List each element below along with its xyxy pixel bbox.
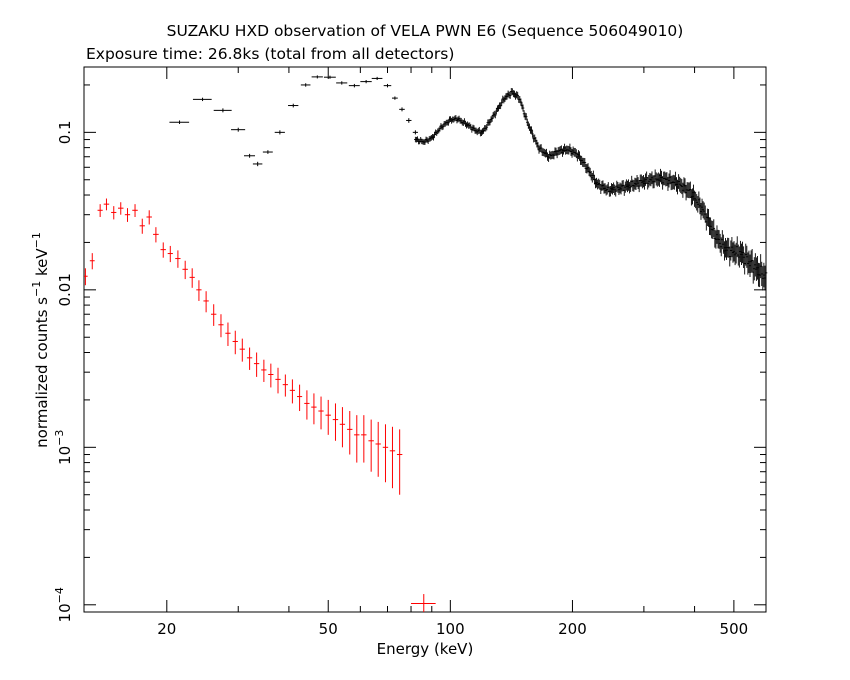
x-tick-label: 100 bbox=[436, 620, 465, 638]
series-red bbox=[84, 198, 436, 612]
x-axis-label: Energy (keV) bbox=[377, 640, 474, 658]
x-axis-ticks: 20 50 100 200 500 bbox=[157, 67, 767, 638]
svg-text:10−4: 10−4 bbox=[53, 587, 74, 622]
y-tick-label: 10−3 bbox=[53, 430, 74, 465]
x-tick-label: 20 bbox=[157, 620, 176, 638]
x-tick-label: 50 bbox=[319, 620, 338, 638]
y-tick-label: 0.1 bbox=[56, 120, 74, 144]
series-black bbox=[169, 75, 418, 167]
svg-text:10−3: 10−3 bbox=[53, 430, 74, 465]
chart-title: SUZAKU HXD observation of VELA PWN E6 (S… bbox=[166, 22, 684, 40]
chart-subtitle: Exposure time: 26.8ks (total from all de… bbox=[86, 45, 455, 63]
x-tick-label: 200 bbox=[558, 620, 587, 638]
y-axis-label: normalized counts s−1 keV−1 bbox=[30, 232, 51, 448]
svg-text:0.1: 0.1 bbox=[56, 120, 74, 144]
svg-text:0.01: 0.01 bbox=[56, 273, 74, 306]
plot-frame bbox=[83, 66, 767, 613]
series-black-dense bbox=[414, 88, 768, 291]
svg-text:normalized counts s−1 keV−1: normalized counts s−1 keV−1 bbox=[30, 232, 51, 448]
x-tick-label: 500 bbox=[720, 620, 749, 638]
y-axis-ticks: 10−4 10−3 0.01 0.1 bbox=[53, 84, 766, 622]
y-tick-label: 0.01 bbox=[56, 273, 74, 306]
y-tick-label: 10−4 bbox=[53, 587, 74, 622]
plot-border bbox=[83, 66, 767, 613]
